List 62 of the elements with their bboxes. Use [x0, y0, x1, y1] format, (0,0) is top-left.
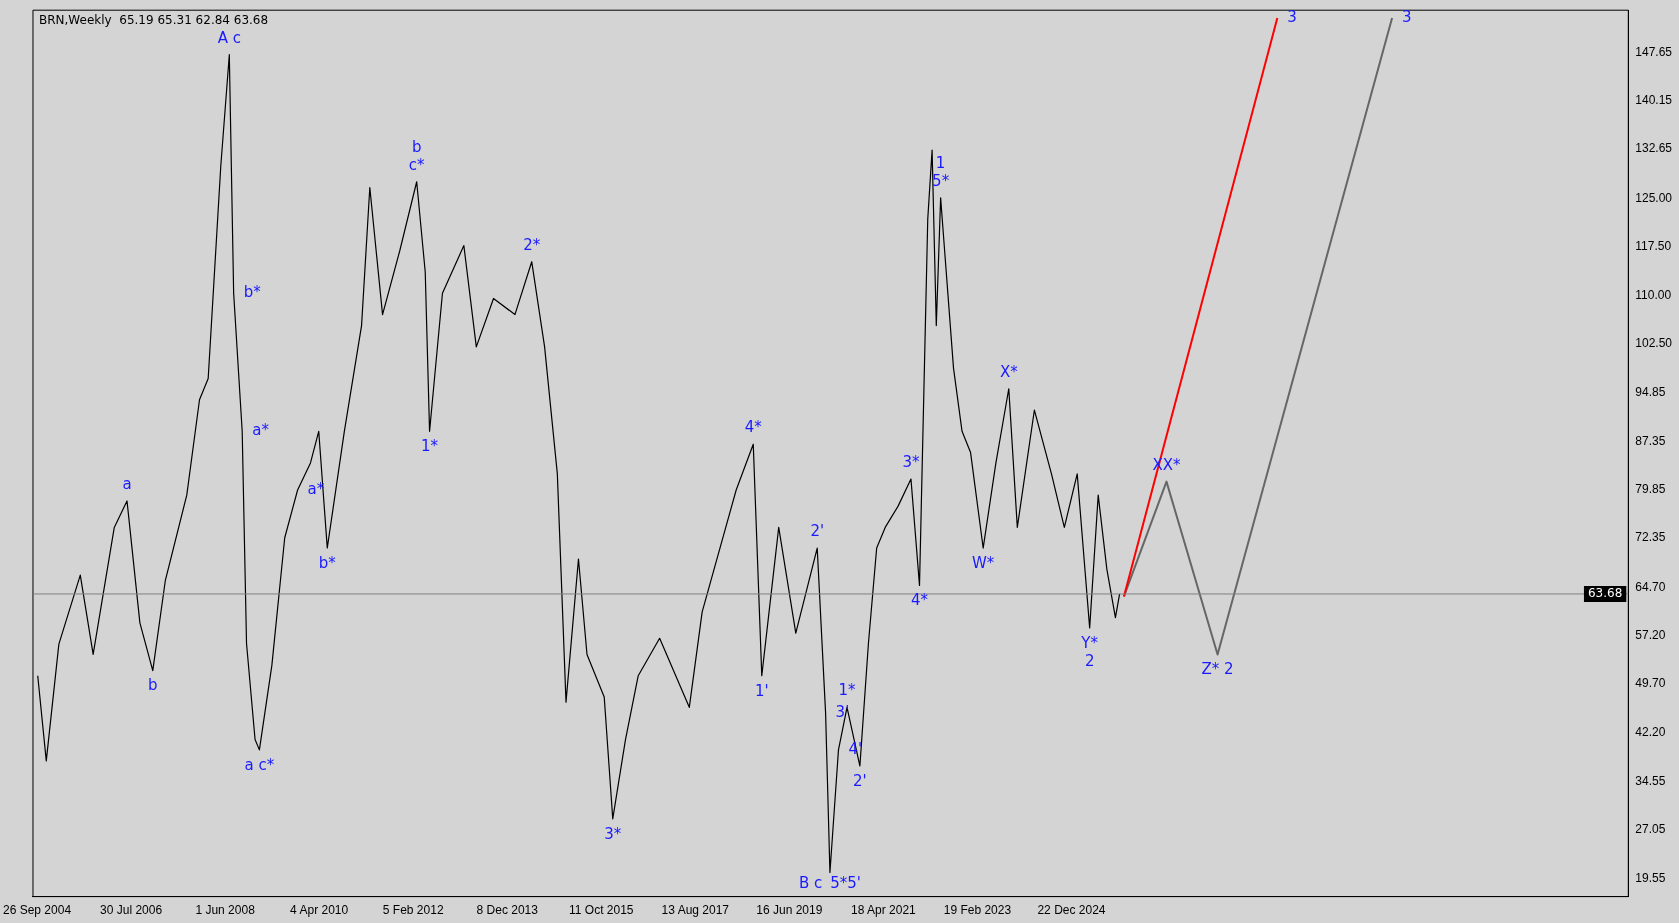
- annotation: X*: [999, 362, 1019, 381]
- y-tick-label: 102.50: [1635, 335, 1673, 350]
- x-tick-label: 19 Feb 2023: [943, 903, 1012, 918]
- y-tick-label: 140.15: [1635, 93, 1673, 108]
- x-tick-label: 11 Oct 2015: [569, 903, 634, 918]
- y-tick-label: 132.65: [1635, 141, 1673, 156]
- annotation: b: [411, 137, 422, 156]
- annotation: 1*: [421, 437, 439, 456]
- annotation: W*: [972, 553, 995, 572]
- annotation: 1': [754, 681, 769, 700]
- annotation: 3*: [604, 824, 622, 843]
- x-tick-label: 22 Dec 2024: [1037, 903, 1106, 918]
- x-tick-label: 5 Feb 2012: [382, 903, 444, 918]
- y-tick-label: 147.65: [1635, 44, 1673, 59]
- x-tick-label: 13 Aug 2017: [661, 903, 730, 918]
- annotation: A c: [217, 28, 241, 47]
- x-tick-label: 8 Dec 2013: [476, 903, 539, 918]
- annotation: b*: [318, 553, 337, 572]
- annotation: 2': [810, 521, 825, 540]
- y-tick-label: 125.00: [1635, 190, 1673, 205]
- y-tick-label: 117.50: [1635, 239, 1672, 254]
- annotation: a c*: [244, 755, 275, 774]
- annotation: 1*: [838, 681, 857, 700]
- chart-title: BRN,Weekly 65.19 65.31 62.84 63.68: [38, 13, 269, 28]
- annotation: a: [122, 474, 132, 493]
- ref-line-label: 63.68: [1587, 586, 1623, 601]
- annotation: c*: [408, 155, 426, 174]
- y-tick-label: 94.85: [1635, 385, 1666, 400]
- annotation: 2*: [523, 235, 541, 254]
- y-tick-label: 64.70: [1635, 579, 1666, 594]
- y-tick-label: 34.55: [1635, 774, 1666, 789]
- annotation: 4*: [744, 418, 763, 437]
- x-tick-label: 26 Sep 2004: [3, 903, 72, 918]
- annotation: 2': [853, 771, 867, 790]
- annotation: 2: [1084, 651, 1095, 670]
- y-tick-label: 57.20: [1635, 628, 1666, 643]
- x-tick-label: 4 Apr 2010: [290, 903, 349, 918]
- y-tick-label: 27.05: [1635, 822, 1666, 837]
- x-tick-label: 30 Jul 2006: [100, 903, 163, 918]
- annotation: 3: [1287, 7, 1297, 26]
- annotation: 1: [935, 153, 946, 172]
- x-tick-label: 18 Apr 2021: [851, 903, 917, 918]
- annotation: Z* 2: [1201, 660, 1234, 679]
- annotation: 3*: [902, 452, 920, 471]
- y-tick-label: 87.35: [1635, 433, 1666, 448]
- y-tick-label: 49.70: [1635, 676, 1666, 691]
- annotation: 5*5': [830, 874, 861, 893]
- annotation: 4*: [910, 591, 929, 610]
- annotation: Y*: [1080, 633, 1099, 652]
- annotation: a*: [252, 421, 270, 440]
- y-tick-label: 19.55: [1635, 870, 1666, 885]
- annotation: b*: [243, 283, 262, 302]
- annotation: b: [148, 676, 158, 695]
- annotation: 3: [1402, 7, 1412, 26]
- y-tick-label: 42.20: [1635, 724, 1666, 739]
- annotation: 5*: [932, 171, 950, 190]
- annotation: B c: [798, 874, 823, 893]
- y-tick-label: 110.00: [1635, 287, 1672, 302]
- x-tick-label: 16 Jun 2019: [756, 903, 823, 918]
- y-tick-label: 72.35: [1635, 530, 1666, 545]
- x-tick-label: 1 Jun 2008: [195, 903, 256, 918]
- y-tick-label: 79.85: [1635, 481, 1666, 496]
